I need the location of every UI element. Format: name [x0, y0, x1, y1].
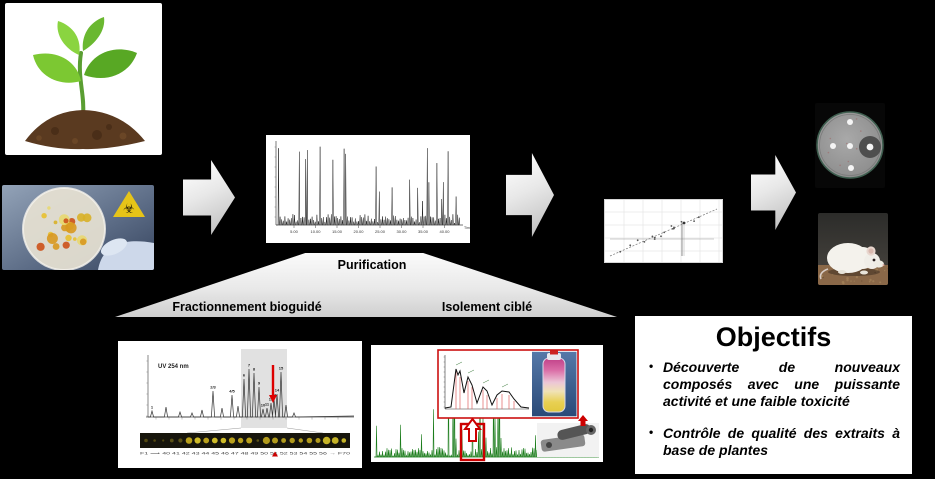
- svg-text:4/5: 4/5: [229, 389, 235, 394]
- svg-text:35.00: 35.00: [418, 229, 429, 234]
- svg-text:25.00: 25.00: [375, 229, 386, 234]
- mouse-illustration: [818, 213, 888, 285]
- plant-seedling-photo: [5, 3, 162, 155]
- flow-arrow-extract-icon: [183, 160, 235, 235]
- svg-text:10: 10: [261, 403, 266, 408]
- flow-arrow-bioassay-icon: [751, 155, 796, 230]
- svg-text:5.00: 5.00: [290, 229, 299, 234]
- fraction-scale-label: F1 ⟶ 40 41 42 43 44 45 46 47 48 49 50 51…: [140, 452, 350, 456]
- svg-text:UV 254 nm: UV 254 nm: [158, 364, 189, 370]
- targeted-isolation-panel: [371, 345, 603, 462]
- svg-text:10.00: 10.00: [310, 229, 321, 234]
- objective-item: Contrôle de qualité des extraits à base …: [649, 425, 900, 459]
- svg-text:2/3: 2/3: [210, 385, 216, 390]
- bacterial-colonies: [36, 206, 92, 251]
- branch-left-label: Fractionnement bioguidé: [172, 300, 322, 314]
- biohazard-icon: [113, 191, 145, 217]
- disc-diffusion-assay-photo: [815, 103, 885, 188]
- branch-right-label: Isolement ciblé: [441, 300, 533, 314]
- svg-text:Time: Time: [464, 226, 470, 230]
- svg-text:15: 15: [279, 366, 284, 371]
- svg-text:20.00: 20.00: [353, 229, 364, 234]
- svg-text:1: 1: [151, 405, 154, 410]
- antibiotic-discs: [830, 119, 874, 171]
- plant-illustration: [25, 17, 145, 150]
- white-mouse-photo: [818, 213, 888, 285]
- purification-funnel: Purification Fractionnement bioguidé Iso…: [115, 253, 617, 317]
- purification-label: Purification: [337, 258, 407, 272]
- petri-dish-culture-photo: ☣: [2, 185, 154, 270]
- svg-text:7: 7: [248, 363, 251, 368]
- svg-text:11: 11: [265, 402, 270, 407]
- objectives-box: Objectifs Découverte de nouveaux composé…: [632, 313, 915, 477]
- assay-petri-illustration: [815, 103, 885, 188]
- svg-text:☣: ☣: [123, 201, 135, 216]
- objectives-list: Découverte de nouveaux composés avec une…: [645, 359, 902, 459]
- instrument-photo: [537, 423, 599, 457]
- calibration-curve-plot: [604, 199, 723, 263]
- svg-text:9: 9: [258, 381, 261, 386]
- isolation-inset: [437, 349, 579, 419]
- objective-item: Découverte de nouveaux composés avec une…: [649, 359, 900, 410]
- svg-text:8: 8: [253, 367, 256, 372]
- svg-text:40.00: 40.00: [439, 229, 450, 234]
- crude-extract-chromatogram: 5.00 10.00 15.00 20.00 25.00 30.00 35.00 40.00 T…: [266, 135, 470, 243]
- flow-arrow-analysis-icon: [506, 153, 554, 237]
- svg-text:6: 6: [243, 373, 246, 378]
- svg-text:15.00: 15.00: [332, 229, 343, 234]
- objectives-title: Objectifs: [715, 322, 832, 352]
- svg-text:30.00: 30.00: [396, 229, 407, 234]
- svg-text:14: 14: [275, 388, 280, 393]
- petri-dish-culture-illustration: ☣: [2, 185, 154, 270]
